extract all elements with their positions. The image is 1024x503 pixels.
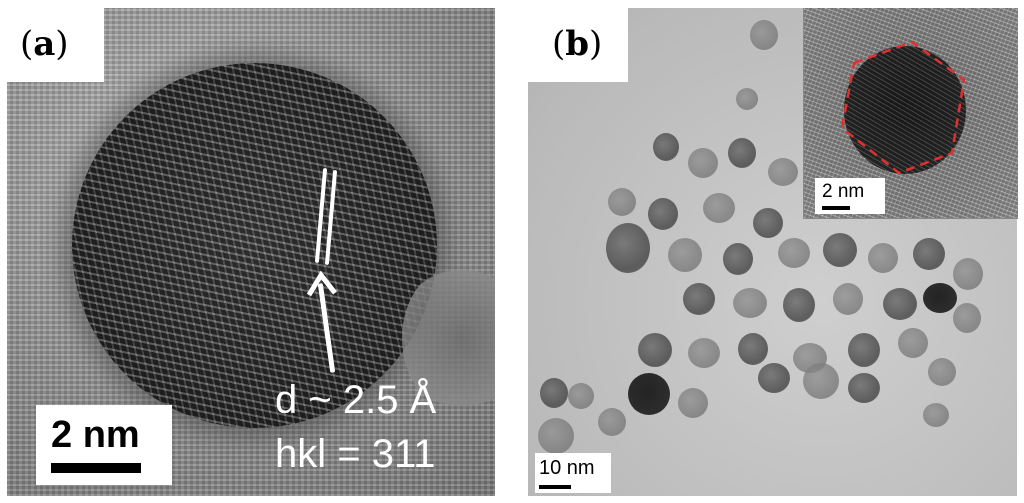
nanoparticle [758,363,790,393]
scale-bar-label-b: 10 nm [539,457,595,479]
nanoparticle [668,238,702,272]
nanoparticle [638,333,672,367]
nanoparticle [688,148,718,178]
nanoparticle [688,338,720,368]
nanoparticle [848,373,880,403]
scale-bar-b [539,485,571,489]
inset-scale-bar [822,206,850,210]
nanoparticle [833,283,863,315]
nanoparticle [768,158,798,186]
arrow-head [306,270,337,297]
nanoparticle [606,223,650,273]
nanoparticle [538,418,574,454]
nanoparticle [736,88,758,110]
nanoparticle [928,358,956,386]
label-box-a [0,0,104,82]
nanoparticle [923,283,957,313]
nanoparticle [653,133,679,161]
nanoparticle [913,238,945,270]
adjacent-particle [402,263,495,413]
nanoparticle-lattice [72,63,437,428]
panel-label-a: (a) [20,24,69,64]
nanoparticle [628,373,670,415]
nanoparticle [738,333,768,365]
d-spacing-annotation: d ~ 2.5 Å [275,378,437,422]
hexagon-outline [840,40,966,175]
nanoparticle [728,138,756,168]
scale-bar-label-a: 2 nm [51,414,140,456]
panel-label-b: (b) [552,24,603,64]
nanoparticle [540,378,568,408]
nanoparticle [868,243,898,273]
nanoparticle [953,258,983,290]
scale-bar-a [51,463,141,473]
nanoparticle [883,288,917,320]
nanoparticle [923,403,949,427]
nanoparticle [733,288,767,318]
nanoparticle [648,198,678,230]
nanoparticle [678,388,708,418]
nanoparticle [568,383,594,409]
nanoparticle [953,303,981,333]
label-box-b [520,0,628,82]
inset-nanoparticle [844,46,966,174]
nanoparticle [703,193,735,223]
nanoparticle [848,333,880,367]
nanoparticle [803,363,839,399]
hkl-annotation: hkl = 311 [275,432,436,476]
nanoparticle [683,283,715,315]
nanoparticle [598,408,626,436]
nanoparticle [723,243,753,275]
nanoparticle [898,328,928,358]
nanoparticle [778,238,810,268]
nanoparticle [783,288,815,322]
nanoparticle [823,233,857,267]
nanoparticle [750,20,778,50]
nanoparticle [608,188,636,216]
inset-scale-label: 2 nm [822,181,865,202]
inset-hrtem-image [803,8,1018,219]
nanoparticle [753,208,783,238]
